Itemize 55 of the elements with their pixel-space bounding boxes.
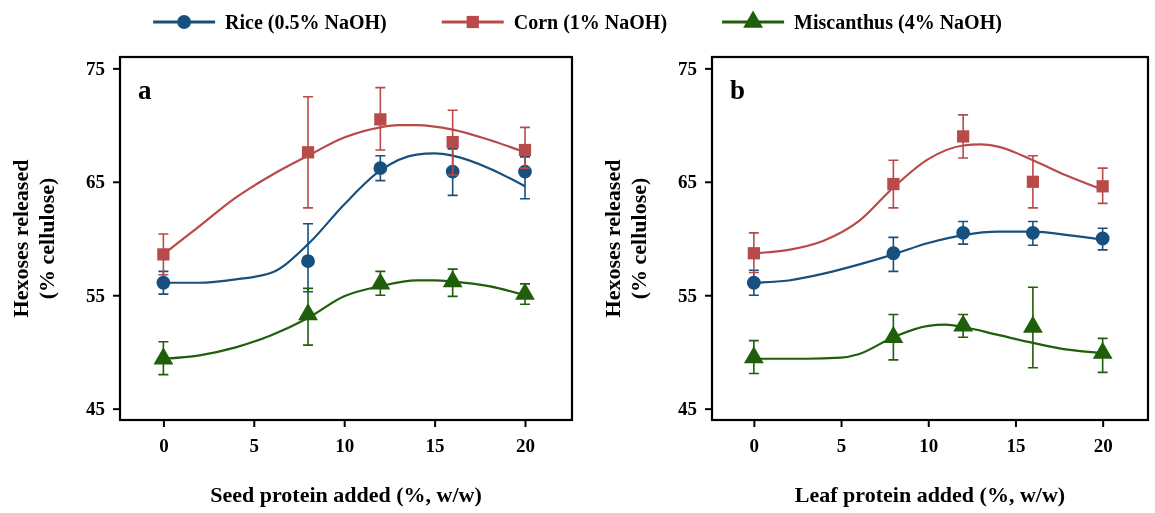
point — [370, 272, 391, 290]
legend-label: Miscanthus (4% NaOH) — [794, 11, 1002, 34]
x-tick-label: 15 — [425, 435, 445, 457]
point — [153, 347, 174, 365]
point — [1095, 231, 1110, 246]
legend-label: Rice (0.5% NaOH) — [225, 11, 387, 34]
x-axis-title: Seed protein added (%, w/w) — [210, 482, 482, 507]
point — [446, 135, 459, 149]
point — [374, 113, 387, 126]
x-tick-label: 10 — [335, 435, 355, 457]
point — [515, 282, 535, 300]
point — [957, 130, 970, 143]
point — [1022, 315, 1043, 333]
legend-label: Corn (1% NaOH) — [513, 11, 668, 34]
point — [1025, 225, 1040, 240]
x-tick-label: 0 — [159, 435, 169, 457]
point — [1092, 341, 1113, 359]
x-tick-label: 5 — [836, 435, 847, 457]
point — [1026, 175, 1040, 188]
point — [887, 177, 900, 191]
y-tick-label: 65 — [86, 171, 105, 193]
point — [886, 246, 901, 261]
annotation: b — [730, 75, 746, 105]
y-axis-title: Hexoses released (% cellulose) — [8, 159, 59, 318]
point — [301, 146, 315, 159]
point — [373, 161, 388, 176]
x-tick-label: 10 — [919, 435, 939, 457]
x-tick-label: 20 — [515, 435, 535, 457]
x-axis-title: Leaf protein added (%, w/w) — [794, 482, 1066, 507]
y-tick-label: 65 — [678, 171, 697, 193]
point — [157, 248, 170, 261]
point — [883, 325, 904, 343]
x-tick-label: 15 — [1006, 435, 1026, 457]
y-tick-label: 55 — [86, 284, 105, 306]
y-tick-label: 55 — [678, 284, 697, 306]
y-tick-label: 45 — [86, 398, 105, 420]
point — [518, 143, 532, 157]
point — [442, 270, 463, 288]
x-tick-label: 20 — [1093, 435, 1113, 457]
point — [1096, 180, 1109, 193]
annotation: a — [138, 75, 152, 105]
point — [156, 275, 171, 290]
y-tick-label: 75 — [86, 57, 105, 79]
y-tick-label: 75 — [678, 57, 697, 79]
point — [956, 225, 971, 240]
point — [743, 346, 764, 364]
point — [953, 314, 974, 332]
point — [747, 247, 760, 260]
y-axis-title: Hexoses released (% cellulose) — [600, 159, 651, 318]
point — [301, 254, 315, 269]
point — [298, 303, 318, 321]
x-tick-label: 5 — [249, 435, 260, 457]
x-tick-label: 0 — [749, 435, 760, 457]
point — [746, 275, 761, 290]
y-tick-label: 45 — [678, 398, 697, 420]
